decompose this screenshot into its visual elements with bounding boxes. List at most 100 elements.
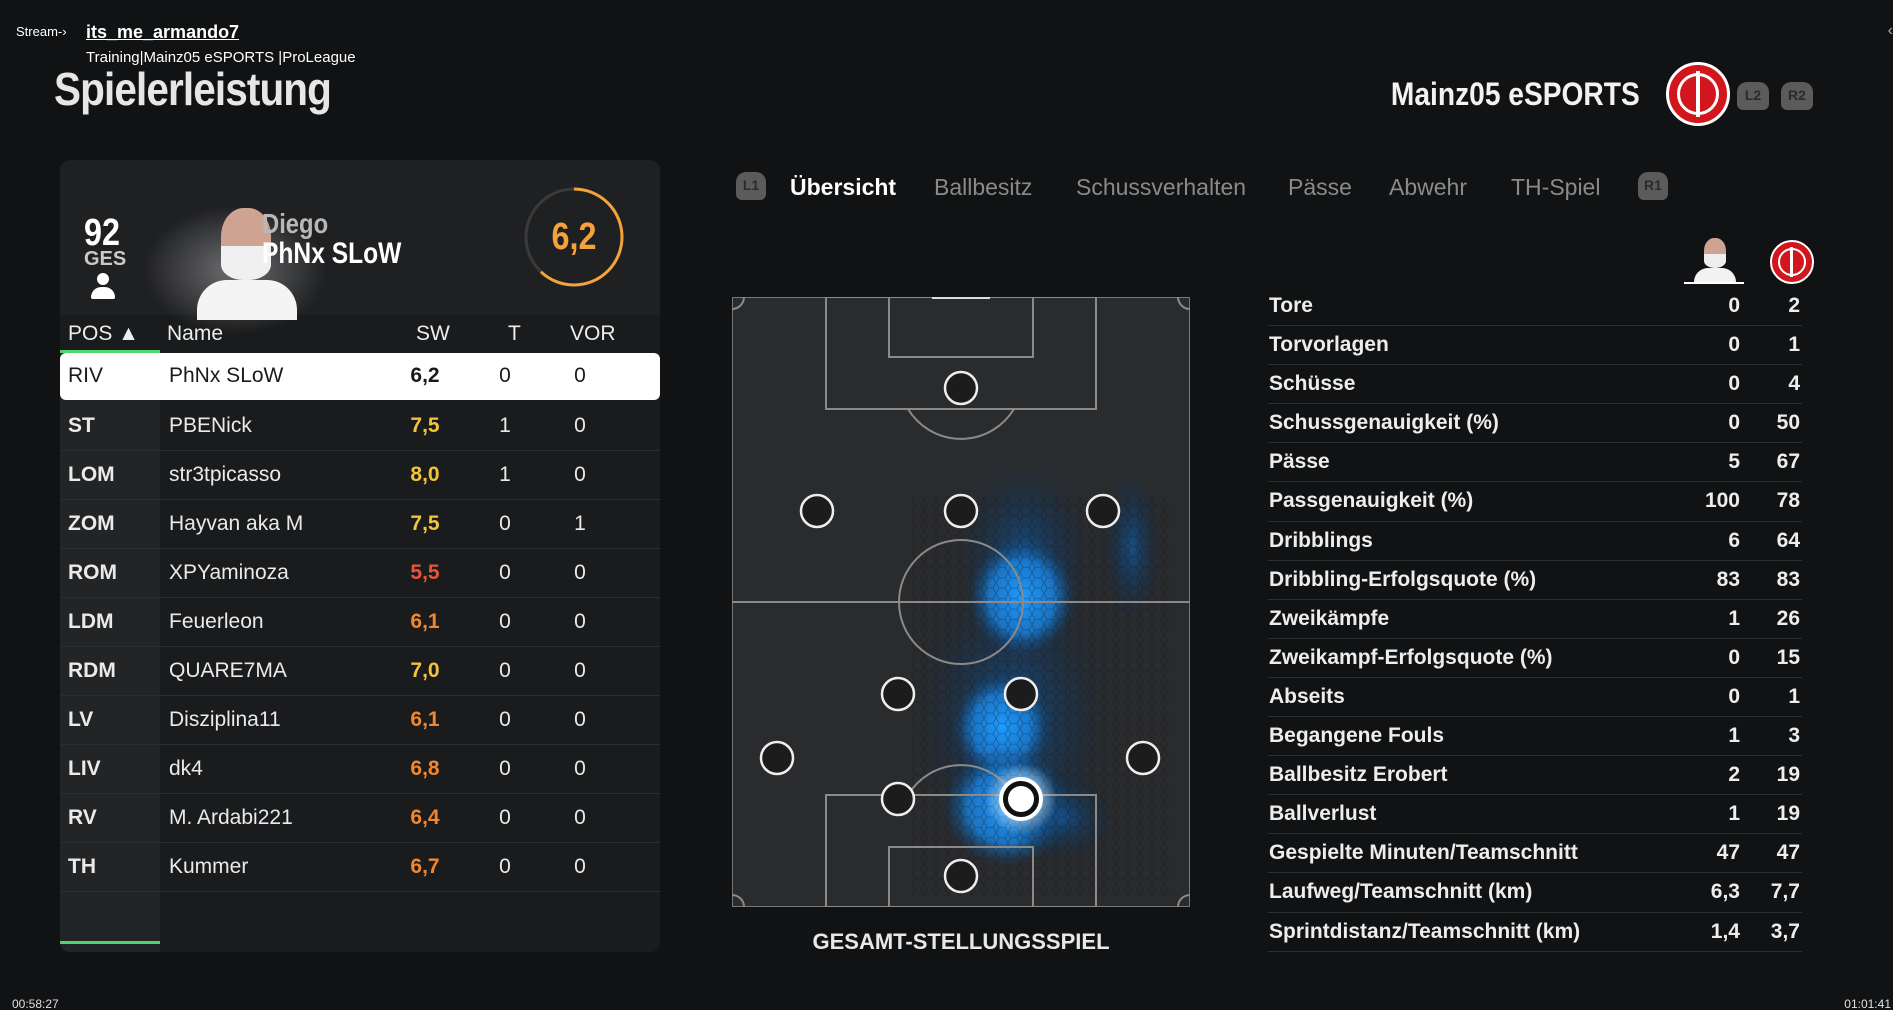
stat-row: Abseits 0 1 [1268, 678, 1802, 718]
stat-label: Schussgenauigkeit (%) [1269, 411, 1499, 435]
stats-table: Tore 0 2 Torvorlagen 0 1 Schüsse 0 4 Schussgenaui… [1268, 287, 1802, 952]
table-row[interactable]: LOM str3tpicasso 8,0 1 0 [60, 451, 660, 500]
row-assists: 0 [574, 561, 586, 584]
row-position: ZOM [68, 512, 115, 535]
back-arrow-icon[interactable]: ‹ [1887, 22, 1893, 39]
row-player-name: str3tpicasso [169, 463, 282, 486]
table-row[interactable]: LIV dk4 6,8 0 0 [60, 745, 660, 794]
stat-player-value: 100 [1704, 489, 1740, 513]
row-position: ROM [68, 561, 117, 584]
r2-button[interactable]: R2 [1781, 82, 1813, 110]
row-rating: 6,7 [410, 855, 440, 878]
row-assists: 0 [574, 855, 586, 878]
stat-label: Gespielte Minuten/Teamschnitt [1269, 841, 1578, 865]
stat-team-value: 78 [1776, 489, 1800, 513]
row-assists: 0 [574, 659, 586, 682]
l2-button[interactable]: L2 [1737, 82, 1769, 110]
stat-row: Begangene Fouls 1 3 [1268, 717, 1802, 757]
stat-label: Zweikämpfe [1269, 606, 1390, 630]
pitch-heatmap [731, 295, 1191, 908]
column-name[interactable]: Name [167, 322, 224, 345]
row-goals: 0 [499, 659, 511, 682]
row-goals: 0 [499, 757, 511, 780]
row-rating: 6,2 [410, 364, 440, 387]
stat-row: Ballbesitz Erobert 2 19 [1268, 756, 1802, 796]
stat-team-value: 4 [1788, 372, 1800, 396]
player-first-name: Diego [262, 208, 329, 239]
player-marker[interactable] [1003, 676, 1039, 712]
stat-label: Dribblings [1269, 528, 1373, 552]
column-t[interactable]: T [508, 322, 521, 345]
table-row-selected[interactable]: RIV PhNx SLoW 6,2 0 0 [60, 353, 660, 400]
row-goals: 0 [499, 561, 511, 584]
row-player-name: QUARE7MA [169, 659, 287, 682]
player-marker[interactable] [1125, 740, 1161, 776]
table-row[interactable]: ZOM Hayvan aka M 7,5 0 1 [60, 500, 660, 549]
player-marker[interactable] [880, 676, 916, 712]
player-marker[interactable] [759, 740, 795, 776]
player-last-name: PhNx SLoW [262, 237, 402, 270]
stat-team-value: 19 [1776, 763, 1800, 787]
stat-label: Tore [1269, 294, 1313, 317]
table-row[interactable]: TH Kummer 6,7 0 0 [60, 843, 660, 892]
stat-row: Zweikämpfe 1 26 [1268, 600, 1802, 639]
table-row[interactable]: ROM XPYaminoza 5,5 0 0 [60, 549, 660, 598]
stat-team-value: 50 [1776, 411, 1800, 435]
row-position: RIV [68, 364, 104, 387]
row-rating: 7,5 [410, 414, 440, 437]
column-vor[interactable]: VOR [570, 322, 616, 345]
stat-row: Gespielte Minuten/Teamschnitt 47 47 [1268, 834, 1802, 874]
selected-player-dot [1008, 786, 1034, 812]
pos-column-bg [60, 353, 160, 952]
r1-button[interactable]: R1 [1638, 172, 1668, 200]
stat-player-value: 0 [1728, 294, 1740, 317]
row-position: LV [68, 708, 94, 731]
player-markers [759, 370, 1161, 894]
column-sw[interactable]: SW [416, 322, 450, 345]
tab-uebersicht[interactable]: Übersicht [790, 174, 897, 200]
tab-abwehr[interactable]: Abwehr [1389, 174, 1467, 200]
sort-indicator [60, 350, 160, 353]
team-logo-small-icon [1770, 240, 1814, 284]
team-name: Mainz05 eSPORTS [1391, 76, 1640, 112]
tab-paesse[interactable]: Pässe [1288, 174, 1352, 200]
player-marker[interactable] [943, 370, 979, 406]
stat-label: Torvorlagen [1269, 333, 1389, 357]
table-row[interactable]: RDM QUARE7MA 7,0 0 0 [60, 647, 660, 696]
stat-row: Schüsse 0 4 [1268, 365, 1802, 405]
stat-player-value: 1,4 [1710, 919, 1740, 943]
tab-th-spiel[interactable]: TH-Spiel [1511, 174, 1601, 200]
row-player-name: XPYaminoza [169, 561, 289, 584]
row-player-name: Kummer [169, 855, 249, 878]
timestamp-start: 00:58:27 [12, 997, 59, 1010]
table-row[interactable]: LV Disziplina11 6,1 0 0 [60, 696, 660, 745]
stat-team-value: 3,7 [1770, 919, 1800, 943]
table-row[interactable]: ST PBENick 7,5 1 0 [60, 402, 660, 451]
stat-player-value: 0 [1728, 372, 1740, 396]
page-title: Spielerleistung [54, 63, 332, 115]
row-player-name: Feuerleon [169, 610, 264, 633]
row-rating: 8,0 [410, 463, 440, 486]
stat-player-value: 6,3 [1710, 880, 1740, 904]
stat-team-value: 7,7 [1770, 880, 1800, 904]
stream-username-link[interactable]: its_me_armando7 [86, 22, 240, 42]
player-marker[interactable] [943, 858, 979, 894]
row-rating: 6,4 [410, 806, 440, 829]
player-list-panel: 92 GES Diego PhNx SLoW 6,2 POS ▲ Name SW… [60, 160, 660, 952]
row-assists: 0 [574, 463, 586, 486]
player-marker[interactable] [1085, 493, 1121, 529]
row-assists: 0 [574, 610, 586, 633]
stat-player-value: 0 [1728, 333, 1740, 357]
table-row[interactable]: LDM Feuerleon 6,1 0 0 [60, 598, 660, 647]
player-marker[interactable] [943, 493, 979, 529]
column-pos[interactable]: POS ▲ [68, 322, 139, 345]
tab-ballbesitz[interactable]: Ballbesitz [934, 174, 1033, 200]
pos-column-end-line [60, 941, 160, 944]
tab-schussverhalten[interactable]: Schussverhalten [1076, 174, 1247, 200]
row-goals: 0 [499, 806, 511, 829]
player-marker[interactable] [799, 493, 835, 529]
player-marker[interactable] [880, 781, 916, 817]
l1-button[interactable]: L1 [736, 172, 766, 200]
stat-player-value: 1 [1728, 724, 1740, 748]
table-row[interactable]: RV M. Ardabi221 6,4 0 0 [60, 794, 660, 843]
